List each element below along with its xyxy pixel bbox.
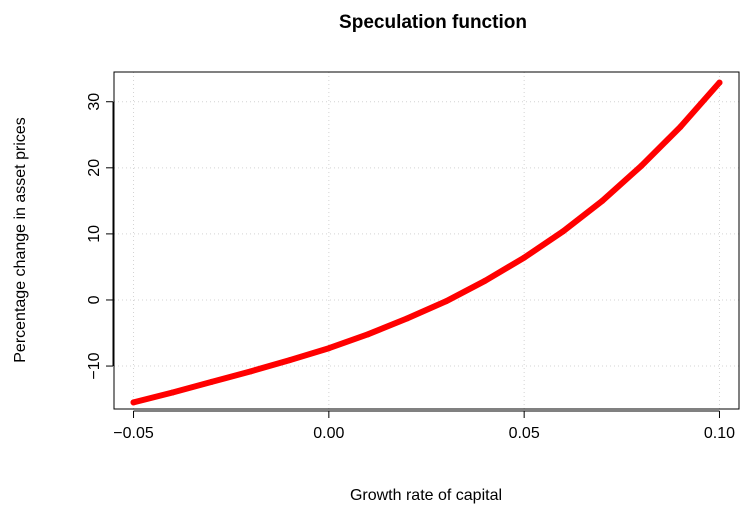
data-point [560, 228, 567, 235]
x-tick-label: 0.00 [313, 425, 344, 442]
data-point [325, 345, 332, 352]
x-axis-label: Growth rate of capital [350, 487, 502, 504]
y-tick-label: −10 [86, 352, 103, 379]
data-point [286, 357, 293, 364]
y-tick-label: 0 [86, 295, 103, 304]
x-tick-label: 0.05 [509, 425, 540, 442]
x-axis: −0.05 0.00 0.05 0.10 [113, 410, 735, 442]
plot-frame [113, 71, 740, 410]
data-point [716, 79, 723, 86]
data-point [482, 277, 489, 284]
data-point [599, 197, 606, 204]
data-point [403, 315, 410, 322]
grid [114, 72, 739, 409]
x-tick-label: 0.10 [704, 425, 735, 442]
x-tick-label: −0.05 [113, 425, 154, 442]
data-point [169, 389, 176, 396]
data-point [247, 368, 254, 375]
y-tick-label: 10 [86, 225, 103, 243]
series-layer [130, 79, 723, 406]
y-tick-label: 30 [86, 93, 103, 111]
data-point [638, 162, 645, 169]
y-axis-label: Percentage change in asset prices [12, 117, 29, 362]
data-point [677, 123, 684, 130]
y-axis: −10 0 10 20 30 [86, 93, 114, 380]
data-point [521, 254, 528, 261]
chart-title: Speculation function [339, 12, 527, 33]
data-point [130, 399, 137, 406]
y-tick-label: 20 [86, 159, 103, 177]
data-point [364, 331, 371, 338]
data-point [208, 378, 215, 385]
series-line [130, 79, 723, 406]
data-point [443, 298, 450, 305]
